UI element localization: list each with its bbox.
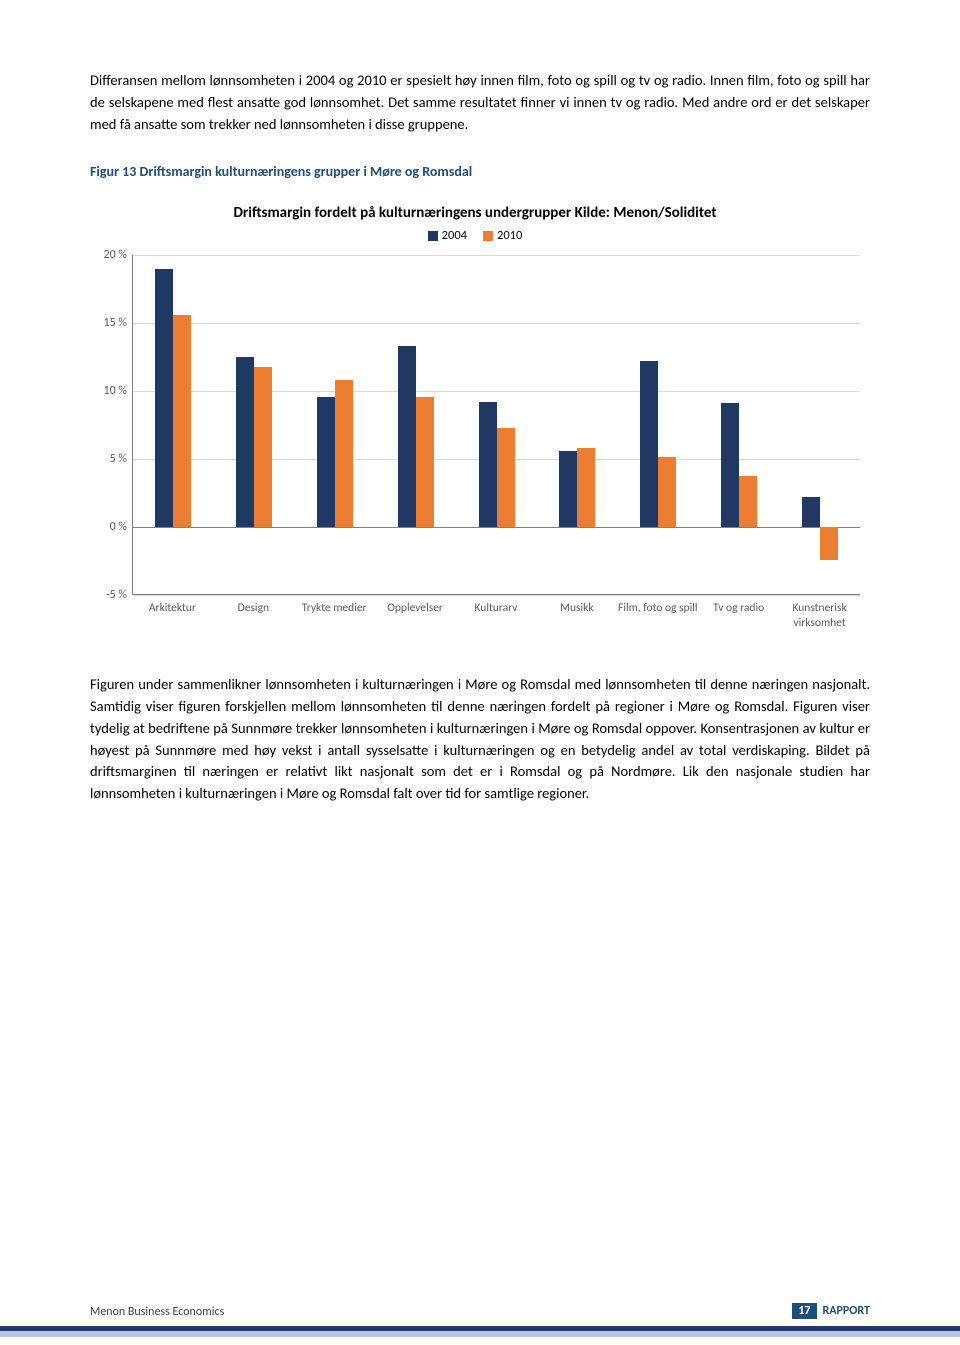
legend-label-2010: 2010 <box>497 228 522 243</box>
legend-label-2004: 2004 <box>442 228 467 243</box>
page-number: 17 <box>792 1303 816 1319</box>
ytick-label: 5 % <box>91 452 127 466</box>
ytick-label: -5 % <box>91 588 127 602</box>
bar-2004 <box>559 451 577 527</box>
ytick-label: 0 % <box>91 520 127 534</box>
driftsmargin-chart: Driftsmargin fordelt på kulturnæringens … <box>90 204 860 644</box>
rapport-label: RAPPORT <box>823 1304 871 1318</box>
xlabel: Kulturarv <box>456 595 537 630</box>
bar-2004 <box>640 361 658 527</box>
footer-left: Menon Business Economics <box>90 1305 224 1319</box>
bar-2004 <box>317 397 335 528</box>
bar-2004 <box>802 497 820 527</box>
paragraph-top: Differansen mellom lønnsomheten i 2004 o… <box>90 70 870 135</box>
paragraph-bottom: Figuren under sammenlikner lønnsomheten … <box>90 674 870 805</box>
bar-2004 <box>721 403 739 527</box>
xlabel: Film, foto og spill <box>617 595 698 630</box>
ytick-label: 10 % <box>91 384 127 398</box>
bar-2010 <box>739 476 757 528</box>
bar-2010 <box>577 448 595 527</box>
xlabel: Arkitektur <box>132 595 213 630</box>
chart-category <box>537 255 618 594</box>
page-footer: Menon Business Economics 17 RAPPORT <box>0 1309 960 1345</box>
bar-2010 <box>497 428 515 527</box>
xlabel: Opplevelser <box>375 595 456 630</box>
bar-2004 <box>236 357 254 527</box>
xlabel: Tv og radio <box>698 595 779 630</box>
figure-caption: Figur 13 Driftsmargin kulturnæringens gr… <box>90 163 870 180</box>
legend-swatch-2004 <box>428 231 438 241</box>
chart-category <box>779 255 860 594</box>
bar-2010 <box>658 457 676 528</box>
xlabel: Musikk <box>536 595 617 630</box>
chart-category <box>133 255 214 594</box>
chart-category <box>698 255 779 594</box>
bar-2010 <box>254 367 272 527</box>
bar-2010 <box>173 315 191 527</box>
bar-2010 <box>416 397 434 528</box>
chart-legend: 2004 2010 <box>90 228 860 243</box>
chart-xlabels: ArkitekturDesignTrykte medierOpplevelser… <box>132 595 860 630</box>
legend-item-2004: 2004 <box>428 228 467 243</box>
footer-right: 17 RAPPORT <box>792 1303 870 1319</box>
chart-category <box>618 255 699 594</box>
footer-stripe-light <box>0 1331 960 1337</box>
legend-swatch-2010 <box>483 231 493 241</box>
ytick-label: 15 % <box>91 316 127 330</box>
bar-2004 <box>398 346 416 527</box>
chart-title: Driftsmargin fordelt på kulturnæringens … <box>90 204 860 222</box>
gridline <box>133 595 860 596</box>
xlabel: Trykte medier <box>294 595 375 630</box>
bar-2004 <box>155 269 173 527</box>
chart-plot: -5 %0 %5 %10 %15 %20 % <box>132 255 860 595</box>
chart-category <box>375 255 456 594</box>
chart-bars <box>133 255 860 594</box>
legend-item-2010: 2010 <box>483 228 522 243</box>
bar-2004 <box>479 402 497 527</box>
bar-2010 <box>820 527 838 560</box>
xlabel: Design <box>213 595 294 630</box>
chart-category <box>214 255 295 594</box>
ytick-label: 20 % <box>91 248 127 262</box>
chart-category <box>456 255 537 594</box>
bar-2010 <box>335 380 353 527</box>
chart-category <box>295 255 376 594</box>
xlabel: Kunstnerisk virksomhet <box>779 595 860 630</box>
